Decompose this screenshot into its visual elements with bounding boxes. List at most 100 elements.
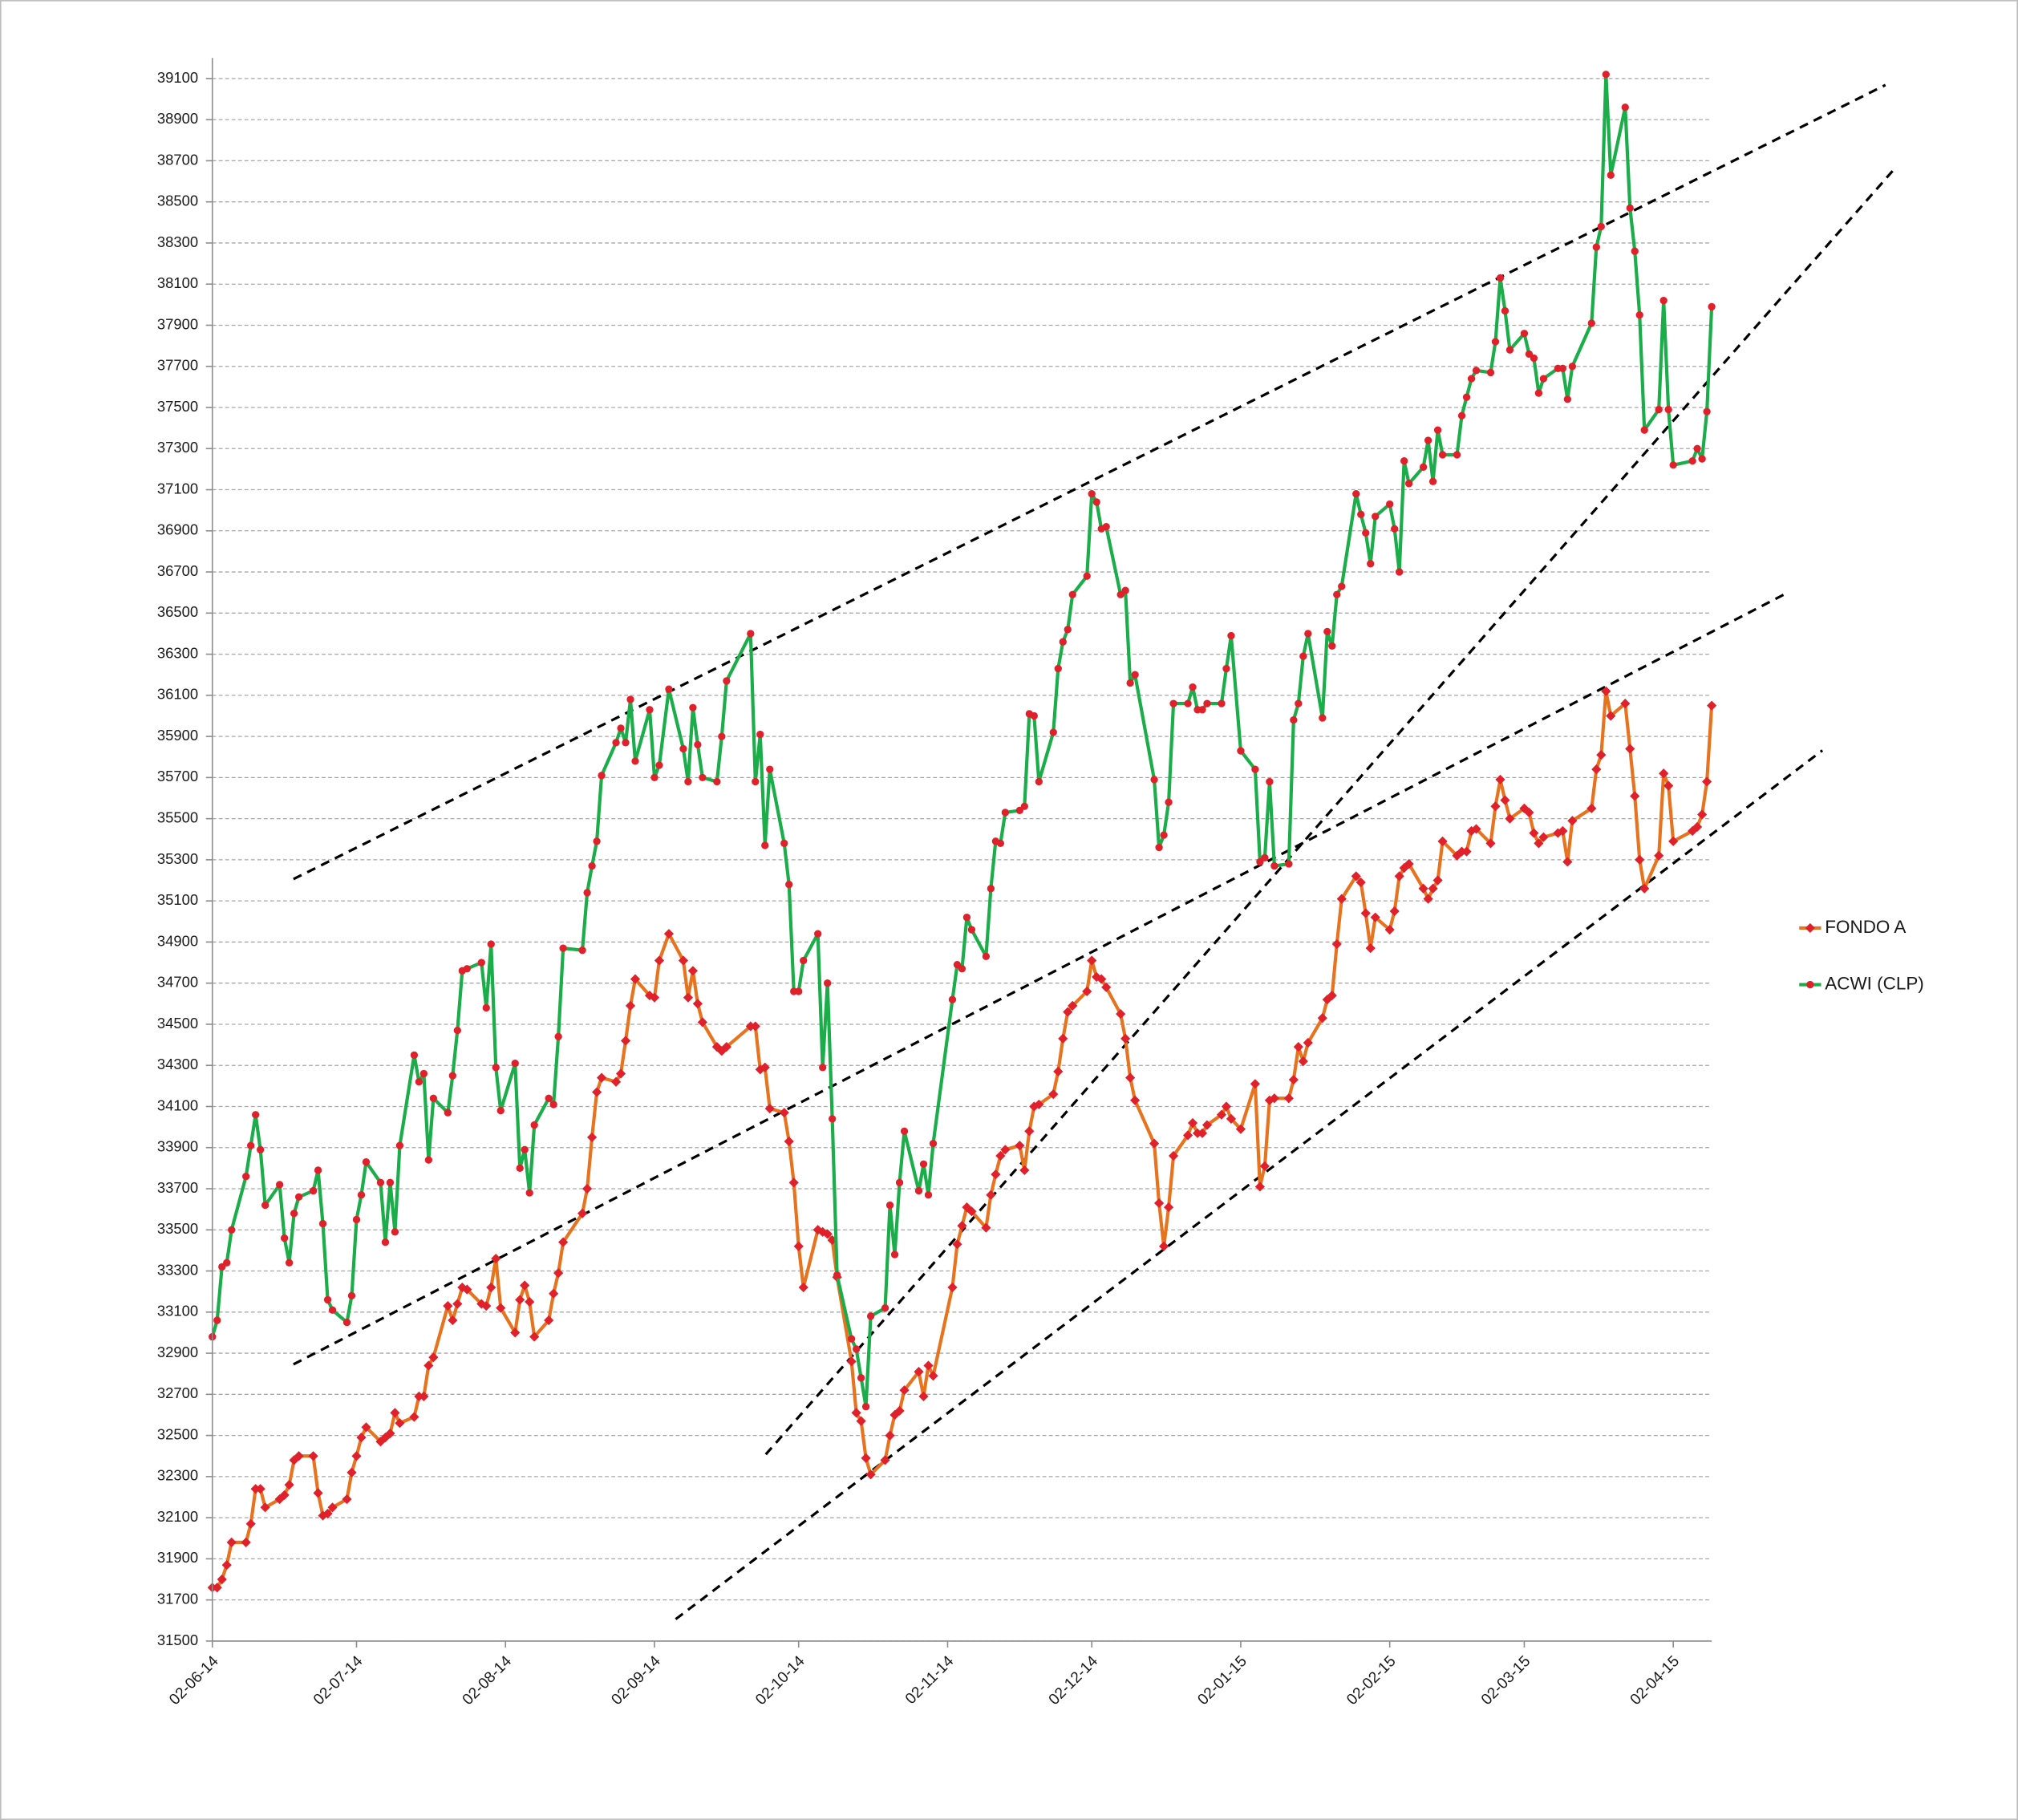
data-marker	[217, 1574, 227, 1585]
data-marker	[1520, 330, 1529, 338]
data-marker	[1621, 103, 1629, 111]
grid-layer	[212, 78, 1712, 1642]
data-marker	[1360, 908, 1371, 918]
data-marker	[1184, 699, 1192, 707]
data-marker	[1163, 1202, 1174, 1213]
y-tick-label: 39100	[157, 69, 198, 86]
y-tick-label: 36100	[157, 686, 198, 703]
data-marker	[947, 1282, 958, 1293]
data-marker	[694, 740, 702, 749]
data-marker	[1558, 364, 1567, 372]
data-marker	[596, 1072, 607, 1083]
data-marker	[352, 1215, 361, 1224]
y-tick-label: 35100	[157, 891, 198, 908]
data-marker	[1688, 456, 1696, 465]
data-marker	[1404, 480, 1413, 488]
data-marker	[1529, 828, 1539, 838]
y-tick-label: 37900	[157, 315, 198, 332]
data-marker	[1697, 809, 1708, 820]
data-marker	[1015, 1141, 1025, 1151]
y-tick-label: 35700	[157, 768, 198, 784]
data-marker	[929, 1139, 938, 1148]
data-marker	[491, 1254, 501, 1264]
data-marker	[1063, 1007, 1073, 1017]
data-marker	[1001, 809, 1010, 817]
data-marker	[323, 1295, 332, 1304]
y-tick-label: 34500	[157, 1015, 198, 1032]
data-marker	[1338, 582, 1346, 590]
y-tick-label: 35900	[157, 727, 198, 744]
data-marker	[1568, 363, 1577, 371]
y-tick-label: 38300	[157, 233, 198, 250]
data-marker	[1068, 1000, 1078, 1011]
data-marker	[847, 1335, 856, 1343]
data-marker	[962, 914, 971, 922]
data-marker	[313, 1488, 323, 1498]
data-marker	[1250, 1079, 1261, 1089]
data-marker	[1035, 777, 1043, 786]
data-marker	[529, 1332, 540, 1342]
y-tick-label: 31700	[157, 1591, 198, 1607]
data-marker	[987, 885, 995, 893]
data-marker	[1453, 451, 1461, 459]
y-tick-label: 32900	[157, 1344, 198, 1360]
data-marker	[1472, 367, 1481, 375]
data-marker	[914, 1186, 923, 1195]
data-marker	[280, 1234, 289, 1242]
data-marker	[275, 1181, 284, 1189]
data-marker	[982, 952, 991, 961]
data-marker	[764, 1103, 775, 1114]
data-marker	[1327, 990, 1337, 1001]
data-marker	[554, 1032, 562, 1040]
data-marker	[463, 965, 471, 973]
data-marker	[327, 1502, 338, 1513]
data-marker	[1496, 274, 1505, 282]
data-marker	[1187, 1117, 1198, 1129]
data-marker	[852, 1345, 861, 1353]
data-marker	[1298, 1056, 1308, 1067]
data-marker	[780, 839, 788, 848]
data-marker	[257, 1145, 265, 1153]
data-marker	[996, 839, 1005, 848]
data-marker	[395, 1141, 404, 1149]
data-marker	[496, 1303, 506, 1313]
data-marker	[586, 1132, 598, 1143]
data-marker	[1626, 204, 1634, 213]
data-marker	[1501, 306, 1509, 315]
y-tick-label: 37500	[157, 398, 198, 415]
data-marker	[829, 1115, 837, 1123]
data-marker	[1285, 860, 1293, 868]
data-marker	[357, 1191, 366, 1199]
data-marker	[894, 1405, 905, 1416]
y-tick-label: 31500	[157, 1632, 198, 1648]
data-marker	[1391, 525, 1399, 533]
y-tick-label: 38900	[157, 110, 198, 127]
data-marker	[1505, 346, 1514, 354]
data-marker	[1261, 853, 1269, 861]
data-marker	[1064, 626, 1072, 634]
data-marker	[423, 1360, 434, 1371]
data-marker	[612, 739, 620, 747]
data-marker	[948, 995, 957, 1003]
data-marker	[750, 1021, 760, 1032]
data-marker	[899, 1385, 910, 1396]
data-marker	[285, 1259, 294, 1267]
legend-item: ACWI (CLP)	[1799, 974, 1924, 994]
data-marker	[866, 1312, 875, 1320]
data-marker	[1328, 642, 1336, 650]
data-marker	[516, 1164, 524, 1173]
y-tick-label: 35500	[157, 809, 198, 826]
data-marker	[881, 1304, 889, 1312]
data-marker	[1131, 671, 1139, 679]
data-marker	[900, 1127, 909, 1135]
data-marker	[631, 757, 639, 765]
data-marker	[1635, 854, 1645, 865]
data-marker	[1698, 455, 1706, 463]
data-marker	[1299, 652, 1307, 660]
data-marker	[457, 1282, 468, 1293]
data-marker	[1088, 490, 1096, 498]
data-marker	[986, 1190, 996, 1200]
data-marker	[1539, 375, 1548, 383]
data-marker	[1221, 1101, 1232, 1112]
data-marker	[723, 677, 731, 685]
